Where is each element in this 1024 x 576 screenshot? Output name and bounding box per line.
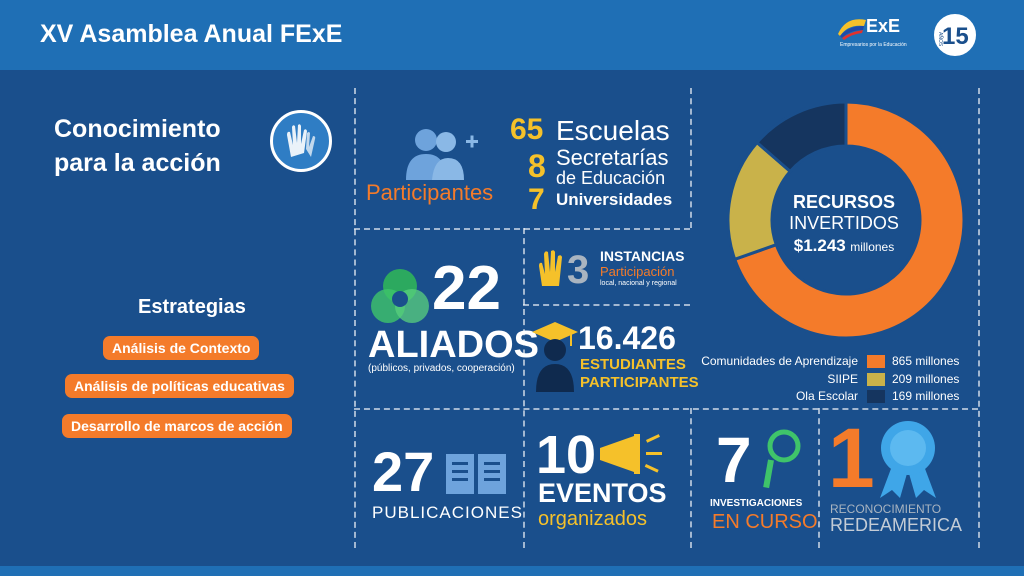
divider — [354, 88, 356, 548]
research-label1: INVESTIGACIONES — [710, 498, 803, 509]
anniversary-word: AÑOS — [937, 32, 943, 47]
divider — [978, 88, 980, 548]
recognition-label2: REDEAMERICA — [830, 515, 963, 535]
students-label1: ESTUDIANTES — [580, 356, 686, 373]
allies-sub: (públicos, privados, cooperación) — [368, 363, 515, 374]
page-title: XV Asamblea Anual FExE — [40, 20, 343, 48]
header-bar: XV Asamblea Anual FExE ExE Empresarios p… — [0, 0, 1024, 70]
secretariats-label-line1: Secretarías — [556, 145, 669, 170]
strategy-pill: Análisis de políticas educativas — [65, 374, 294, 398]
legend-value: 169 millones — [892, 389, 960, 403]
instances-title: INSTANCIAS — [600, 248, 685, 264]
resources-amount: $1.243 — [793, 236, 846, 255]
legend-label: Ola Escolar — [795, 389, 858, 403]
resources-center: RECURSOS INVERTIDOS $1.243 millones — [764, 192, 924, 256]
strategy-pill: Desarrollo de marcos de acción — [62, 414, 292, 438]
venn-circles-icon — [371, 269, 429, 323]
divider — [690, 408, 692, 548]
secretariats-label: Secretarías de Educación — [556, 147, 669, 189]
legend-label: SIIPE — [827, 372, 858, 386]
resources-line1: RECURSOS — [792, 192, 895, 212]
donut-slice-comunidades — [732, 100, 966, 340]
divider — [523, 228, 525, 548]
students-number: 16.426 — [578, 320, 676, 356]
legend-swatch — [867, 390, 885, 403]
recognition-label1: RECONOCIMIENTO — [830, 502, 942, 516]
instances-sub1: Participación — [600, 264, 675, 279]
research-label2: EN CURSO — [712, 511, 818, 533]
resources-donut — [726, 100, 966, 340]
anniversary-badge: 15 AÑOS — [931, 11, 979, 59]
divider — [818, 408, 820, 548]
resources-unit: millones — [850, 240, 895, 254]
allies-number: 22 — [432, 254, 501, 323]
students-label2: PARTICIPANTES — [580, 374, 699, 391]
publications-label: PUBLICACIONES — [372, 503, 523, 522]
legend-value: 865 millones — [892, 354, 960, 368]
legend-value: 209 millones — [892, 372, 960, 386]
open-book-icon — [446, 454, 506, 494]
divider — [354, 408, 978, 410]
strategies-title: Estrategias — [138, 296, 246, 318]
legend-swatch — [867, 373, 885, 386]
anniversary-number: 15 — [942, 23, 969, 50]
magnifier-icon — [763, 429, 801, 489]
participants-label: Participantes — [366, 180, 494, 205]
raised-hands-icon — [270, 110, 332, 172]
fexe-logo: ExE Empresarios por la Educación — [836, 14, 916, 56]
logo-tagline: Empresarios por la Educación — [840, 42, 907, 48]
resources-line2: INVERTIDOS — [789, 213, 899, 233]
universities-number: 7 — [528, 183, 545, 216]
events-label1: EVENTOS — [538, 478, 667, 508]
section-title: Conocimiento para la acción — [54, 112, 274, 180]
people-add-icon — [406, 129, 478, 180]
research-number: 7 — [716, 424, 752, 496]
allies-label: ALIADOS — [368, 324, 539, 366]
legend-swatch — [867, 355, 885, 368]
hand-icon — [539, 250, 562, 286]
schools-number: 65 — [510, 113, 544, 146]
section-title-line2: para la acción — [54, 149, 221, 177]
strategy-pill: Análisis de Contexto — [103, 336, 260, 360]
footer-bar — [0, 566, 1024, 576]
megaphone-icon — [600, 434, 662, 474]
legend-label: Comunidades de Aprendizaje — [701, 354, 858, 368]
divider — [690, 88, 692, 228]
donut-slice-ola — [754, 100, 848, 174]
award-ribbon-icon — [880, 421, 936, 498]
instances-number: 3 — [567, 248, 590, 292]
divider — [523, 304, 690, 306]
universities-label: Universidades — [556, 190, 673, 209]
secretariats-label-line2: de Educación — [556, 168, 666, 188]
logo-brand: ExE — [866, 16, 901, 36]
secretariats-number: 8 — [528, 148, 546, 184]
instances-sub2: local, nacional y regional — [600, 280, 677, 287]
events-label2: organizados — [538, 508, 647, 530]
flag-swoosh-icon — [838, 19, 866, 40]
publications-number: 27 — [372, 440, 435, 503]
section-title-line1: Conocimiento — [54, 115, 221, 143]
events-number: 10 — [536, 425, 597, 485]
schools-label: Escuelas — [556, 115, 670, 146]
graduate-icon — [532, 322, 578, 392]
divider — [354, 228, 690, 230]
recognition-number: 1 — [828, 411, 875, 505]
